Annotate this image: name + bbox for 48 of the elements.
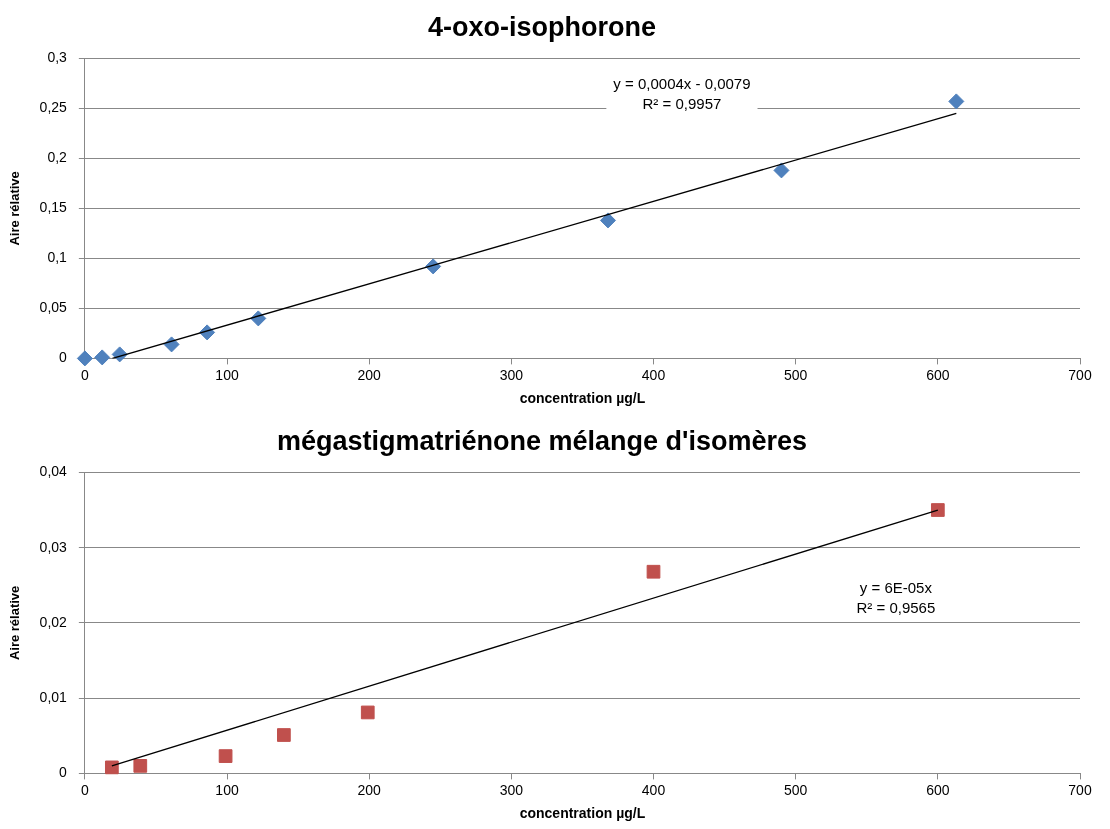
- point: [277, 728, 291, 742]
- y-tick-label: 0,15: [39, 199, 68, 216]
- point: [133, 759, 148, 773]
- y-tick-label: 0,2: [47, 149, 68, 166]
- y-tick-label: 0: [59, 349, 68, 366]
- annotation: y = 0,0004x - 0,0079 R² = 0,9957: [613, 74, 751, 112]
- x-tick-label: 0: [80, 781, 89, 798]
- y-tick-label: 0,1: [47, 249, 68, 266]
- y-tick-label: 0,03: [39, 538, 68, 555]
- x-tick-label: 300: [499, 366, 524, 383]
- x-tick-label: 0: [80, 366, 89, 383]
- x-tick-label: 200: [357, 366, 382, 383]
- x-tick-label: 300: [499, 781, 524, 798]
- point: [218, 749, 233, 763]
- x-tick-label: 600: [926, 781, 950, 798]
- y-tick-label: 0,02: [39, 613, 68, 630]
- point: [105, 760, 119, 775]
- x-tick-label: 400: [641, 366, 666, 383]
- y-tick-label: 0,01: [39, 689, 68, 706]
- y-tick-label: 0: [59, 764, 68, 781]
- y-tick-label: 0,04: [39, 463, 68, 480]
- y-axis-title: Aire rélative: [7, 171, 23, 246]
- point: [600, 212, 617, 229]
- x-tick-label: 600: [926, 366, 950, 383]
- point: [930, 503, 945, 517]
- x-tick-label: 500: [783, 366, 808, 383]
- x-tick-label: 200: [357, 781, 382, 798]
- point: [773, 162, 790, 179]
- point: [948, 93, 965, 110]
- point: [94, 349, 111, 366]
- x-axis-title: concentration µg/L: [519, 805, 646, 822]
- chart-title: mégastigmatriénone mélange d'isomères: [276, 425, 808, 456]
- x-tick-label: 100: [215, 781, 239, 798]
- y-axis-title: Aire rélative: [7, 585, 23, 661]
- y-tick-label: 0,05: [39, 299, 68, 316]
- point: [76, 350, 93, 367]
- chart-title: 4-oxo-isophorone: [428, 11, 656, 42]
- x-tick-label: 100: [215, 366, 239, 383]
- x-axis-title: concentration µg/L: [519, 390, 646, 407]
- annotation: y = 6E-05x R² = 0,9565: [856, 578, 936, 616]
- x-tick-label: 400: [641, 781, 666, 798]
- x-tick-label: 500: [783, 781, 808, 798]
- x-tick-label: 700: [1068, 366, 1092, 383]
- x-tick-label: 700: [1068, 781, 1092, 798]
- point: [646, 564, 661, 579]
- y-tick-label: 0,25: [39, 99, 68, 116]
- y-tick-label: 0,3: [47, 49, 68, 66]
- point: [360, 705, 375, 720]
